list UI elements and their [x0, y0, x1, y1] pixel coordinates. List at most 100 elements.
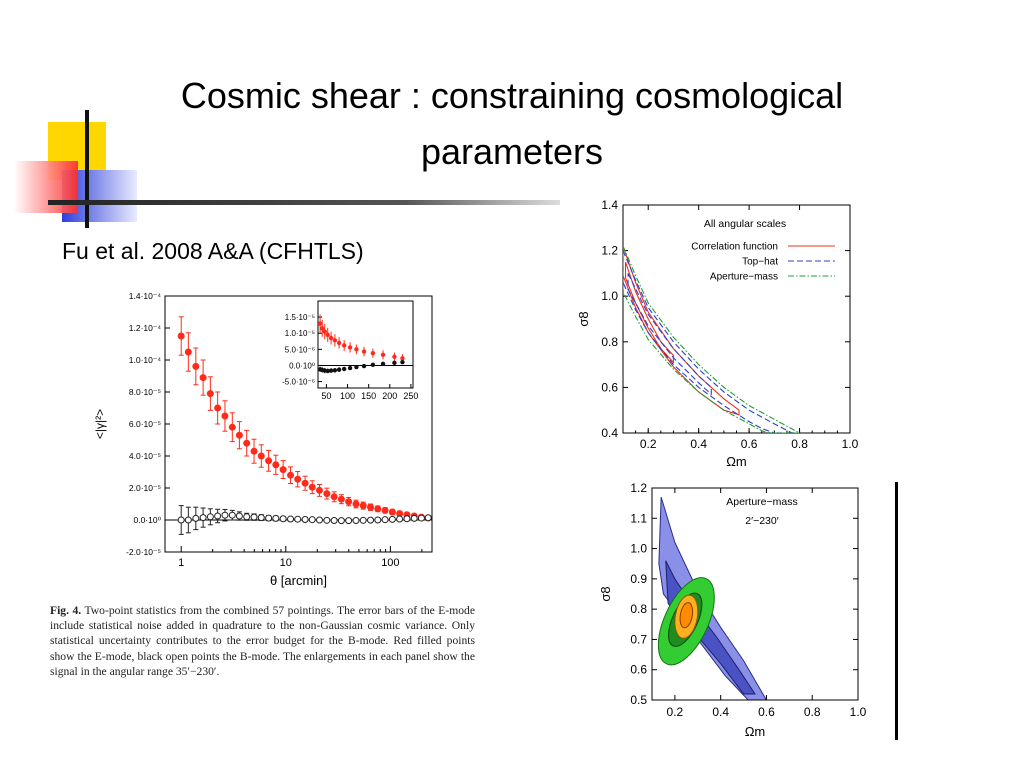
inset-e-mode-point — [325, 332, 330, 338]
y-axis-label: σ8 — [576, 311, 591, 326]
y-tick-label: 6.0·10⁻⁵ — [129, 419, 161, 429]
y-tick-label: -2.0·10⁻⁵ — [126, 547, 161, 557]
b-mode-point — [294, 515, 302, 523]
b-mode-point — [323, 516, 331, 524]
b-mode-point — [410, 514, 418, 522]
figure-caption-label: Fig. 4. — [50, 604, 82, 617]
contours-group — [623, 245, 800, 433]
inset-b-mode-point — [341, 366, 347, 372]
e-mode-point — [265, 457, 273, 465]
x-tick-label: 0.6 — [741, 437, 758, 451]
y-axis-label: <|γ|²> — [93, 409, 107, 439]
inset-e-mode-point — [361, 349, 367, 354]
x-tick-label: 0.8 — [804, 705, 821, 719]
e-mode-point — [381, 506, 389, 514]
contour-outer — [623, 245, 800, 433]
e-mode-point — [279, 466, 287, 474]
inset-e-mode-point — [317, 321, 323, 326]
e-mode-point — [177, 332, 185, 340]
slide-title-line-2: parameters — [420, 131, 604, 172]
y-tick-label: 1.0 — [601, 289, 618, 303]
inset-e-mode-point — [392, 354, 397, 359]
b-mode-point — [265, 514, 273, 522]
y-tick-label: 1.2 — [601, 244, 618, 258]
y-tick-label: 0.6 — [601, 380, 618, 394]
y-tick-label: 0.9 — [630, 572, 647, 586]
inset-b-mode-point — [332, 368, 338, 373]
b-mode-point — [301, 516, 309, 524]
aperture-mass-contours-chart: 1.2 1.1 1.0 0.9 0.8 0.7 0.6 0.5 0.2 0.4 0.6 0.8 1.0 Ω… — [598, 481, 867, 739]
y-tick-label: 0.4 — [601, 426, 618, 440]
e-mode-point — [199, 374, 207, 382]
e-mode-point — [337, 495, 345, 503]
b-mode-point — [221, 511, 229, 519]
e-mode-point — [308, 483, 316, 491]
x-axis-label: Ωm — [726, 454, 747, 469]
y-tick-label: 1.0·10⁻⁴ — [129, 355, 162, 365]
y-tick-label: 1.1 — [630, 511, 647, 525]
inset-x-tick-label: 150 — [361, 391, 376, 401]
y-tick-label: 1.4·10⁻⁴ — [129, 291, 162, 301]
b-mode-point — [381, 516, 389, 524]
inset-y-tick-label: 0.0·10⁰ — [289, 361, 315, 370]
inset-e-mode-point — [400, 356, 405, 361]
b-mode-point — [396, 515, 404, 523]
figure-caption: Fig. 4. Two-point statistics from the co… — [50, 603, 475, 679]
b-mode-point — [206, 513, 214, 521]
y-tick-label: 1.0 — [630, 542, 647, 556]
inset-b-mode-point — [392, 360, 397, 366]
b-mode-point — [337, 517, 345, 525]
y-tick-label: 2.0·10⁻⁵ — [129, 483, 161, 493]
slide-title-line-1: Cosmic shear : constraining cosmological — [180, 75, 844, 116]
logo-vertical-bar — [85, 110, 89, 228]
inset-x-tick-label: 50 — [321, 391, 331, 401]
b-mode-point — [359, 516, 367, 524]
inset-y-tick-label: 1.0·10⁻⁵ — [285, 329, 315, 338]
inset-e-mode-point — [347, 345, 353, 350]
logo-horizontal-line — [48, 200, 560, 205]
contour-outer — [623, 245, 740, 416]
inset-b-mode-point — [400, 360, 405, 365]
b-mode-point — [272, 514, 280, 522]
b-mode-point — [345, 517, 353, 525]
inset-y-tick-label: -5.0·10⁻⁶ — [282, 378, 315, 387]
e-mode-point — [206, 390, 214, 398]
e-mode-point — [235, 431, 243, 439]
e-mode-point — [214, 404, 222, 412]
plot-frame — [651, 487, 859, 701]
inset-x-tick-label: 250 — [403, 391, 418, 401]
b-mode-point — [388, 515, 396, 523]
e-mode-point — [374, 505, 382, 513]
inset-e-mode-point — [370, 351, 376, 356]
x-tick-label: 0.4 — [712, 705, 729, 719]
x-tick-label: 100 — [381, 557, 399, 569]
x-tick-label: 0.4 — [690, 437, 707, 451]
e-mode-point — [388, 508, 396, 516]
inset-b-mode-point — [354, 364, 359, 370]
x-tick-label: 0.6 — [758, 705, 775, 719]
e-mode-point — [184, 348, 192, 356]
e-mode-point — [257, 452, 265, 460]
legend-label: Aperture−mass — [710, 272, 778, 283]
e-mode-point — [315, 486, 323, 494]
inset-b-mode-point — [380, 361, 386, 367]
y-tick-label: 4.0·10⁻⁵ — [129, 451, 161, 461]
chart-title: Aperture−mass — [726, 496, 798, 508]
b-mode-point — [330, 516, 338, 524]
x-tick-label: 10 — [280, 557, 292, 569]
b-mode-point — [424, 514, 432, 522]
b-mode-point — [177, 516, 185, 524]
x-axis-label: θ [arcmin] — [270, 573, 327, 588]
inset-e-mode-point — [341, 343, 347, 348]
b-mode-point — [367, 516, 375, 524]
b-mode-point — [403, 515, 411, 523]
x-tick-label: 0.8 — [791, 437, 808, 451]
x-tick-label: 1.0 — [850, 705, 867, 719]
contour-outer — [623, 250, 793, 433]
b-mode-point — [287, 515, 295, 523]
inset-y-tick-label: 1.5·10⁻⁵ — [285, 313, 315, 322]
e-mode-point — [228, 423, 236, 431]
y-tick-label: 8.0·10⁻⁵ — [129, 387, 161, 397]
b-mode-point — [279, 515, 287, 523]
b-mode-point — [374, 516, 382, 524]
